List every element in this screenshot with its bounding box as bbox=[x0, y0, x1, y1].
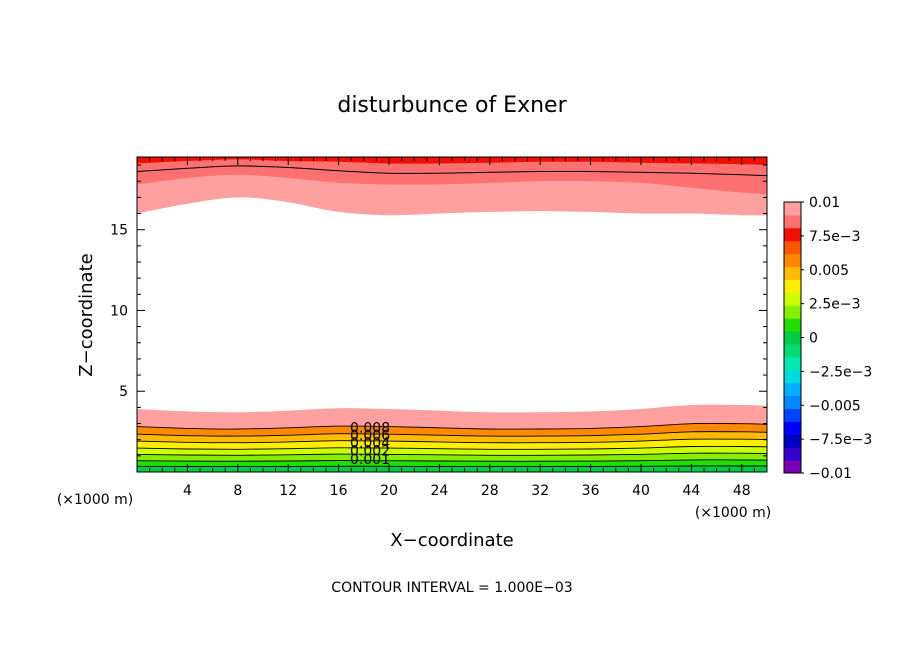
bottom-contour-line-5 bbox=[136, 452, 768, 456]
bottom-contour-line-6 bbox=[136, 459, 768, 462]
y-axis: 5 10 15 bbox=[110, 164, 767, 457]
x-tick-label: 20 bbox=[380, 483, 398, 499]
contour-label: 0.004 bbox=[350, 436, 390, 452]
colorbar-swatch bbox=[784, 279, 801, 293]
x-tick-label: 8 bbox=[233, 483, 242, 499]
x-tick-label: 24 bbox=[430, 483, 448, 499]
colorbar-tick-label: 0.01 bbox=[809, 195, 840, 211]
colorbar-swatch bbox=[784, 395, 801, 409]
colorbar-swatch bbox=[784, 266, 801, 280]
colorbar-tick-label: −2.5e−3 bbox=[809, 364, 872, 380]
x-tick-label: 4 bbox=[183, 483, 192, 499]
top-band-salmon bbox=[137, 157, 767, 195]
y-tick-label: 10 bbox=[110, 303, 128, 319]
colorbar-swatch bbox=[784, 369, 801, 384]
colorbar-swatch bbox=[784, 434, 801, 448]
colorbar-swatch bbox=[784, 292, 801, 306]
y-axis-unit: (×1000 m) bbox=[57, 492, 133, 508]
colorbar-swatch bbox=[784, 318, 801, 332]
top-contour-line bbox=[136, 165, 768, 177]
chart-title: disturbunce of Exner bbox=[337, 93, 567, 118]
contour-label: 0.001 bbox=[350, 452, 390, 468]
colorbar-swatch bbox=[784, 253, 801, 268]
colorbar-swatch bbox=[784, 356, 801, 371]
x-tick-label: 44 bbox=[682, 483, 700, 499]
colorbar-swatch bbox=[784, 460, 801, 474]
contour-interval-note: CONTOUR INTERVAL = 1.000E−03 bbox=[331, 580, 572, 596]
colorbar: 0.01 7.5e−3 0.005 2.5e−3 0 −2.5e−3 −0.005 −7.5e… bbox=[783, 195, 872, 482]
contour-label: 0.008 bbox=[350, 420, 390, 436]
colorbar-swatch bbox=[784, 202, 801, 216]
colorbar-swatch bbox=[784, 382, 801, 397]
colorbar-swatch bbox=[784, 227, 801, 242]
y-tick-label: 5 bbox=[119, 384, 128, 400]
bottom-contour-line-3 bbox=[136, 438, 768, 444]
bottom-contour-line-4 bbox=[136, 445, 768, 450]
x-axis: 4 8 12 16 20 24 28 32 36 40 44 48 bbox=[149, 157, 755, 499]
top-band-red bbox=[137, 157, 767, 166]
x-tick-label: 32 bbox=[531, 483, 549, 499]
colorbar-swatch bbox=[784, 331, 801, 345]
x-tick-label: 48 bbox=[733, 483, 751, 499]
colorbar-tick-label: 0.005 bbox=[809, 263, 849, 279]
bottom-contour-line-7 bbox=[136, 465, 767, 468]
colorbar-swatch bbox=[784, 343, 801, 358]
y-tick-label: 15 bbox=[110, 223, 128, 239]
colorbar-swatch bbox=[784, 214, 801, 229]
contour-label: 0.002 bbox=[350, 443, 390, 459]
colorbar-tick-label: −0.01 bbox=[809, 466, 852, 482]
colorbar-tick-label: −0.005 bbox=[809, 398, 861, 414]
colorbar-swatch bbox=[784, 421, 801, 435]
colorbar-tick-label: 0 bbox=[809, 331, 818, 347]
colorbar-swatch bbox=[784, 305, 801, 319]
colorbar-tick-label: 7.5e−3 bbox=[809, 229, 861, 245]
colorbar-swatch bbox=[784, 408, 801, 422]
x-axis-unit: (×1000 m) bbox=[695, 505, 771, 521]
bottom-contour-line-2 bbox=[136, 431, 768, 437]
contour-label: 0.006 bbox=[350, 428, 390, 444]
x-tick-label: 16 bbox=[330, 483, 348, 499]
x-tick-label: 36 bbox=[582, 483, 600, 499]
x-tick-label: 28 bbox=[481, 483, 499, 499]
bottom-contour-line-1 bbox=[136, 423, 768, 430]
x-axis-label: X−coordinate bbox=[390, 530, 513, 551]
colorbar-tick-label: 2.5e−3 bbox=[809, 297, 861, 313]
y-axis-label: Z−coordinate bbox=[76, 253, 97, 376]
x-tick-label: 40 bbox=[632, 483, 650, 499]
colorbar-tick-label: −7.5e−3 bbox=[809, 432, 872, 448]
colorbar-swatch bbox=[784, 240, 801, 255]
colorbar-swatch bbox=[784, 447, 801, 461]
x-tick-label: 12 bbox=[279, 483, 297, 499]
